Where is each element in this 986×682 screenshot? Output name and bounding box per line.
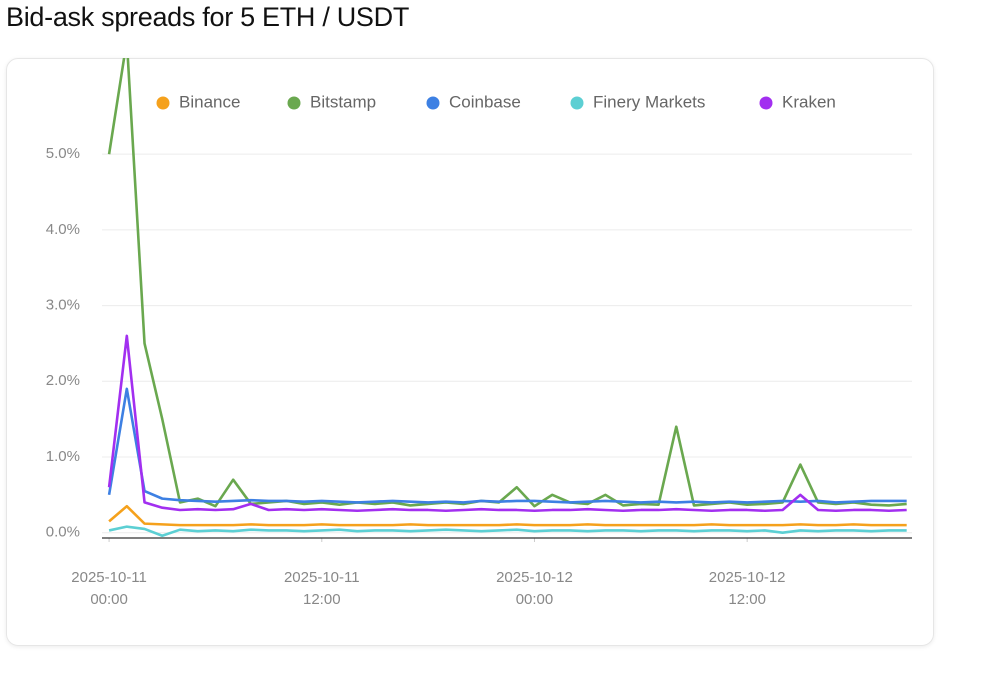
series-line: [107, 58, 907, 508]
legend-label: Finery Markets: [593, 92, 705, 111]
x-tick-label: 2025-10-12 00:00: [496, 569, 573, 608]
x-tick-label: 2025-10-12 12:00: [709, 569, 786, 608]
x-tick-label: 2025-10-11 12:00: [284, 569, 360, 608]
series-line: [108, 525, 907, 538]
legend-marker: [426, 96, 440, 110]
legend-marker: [156, 96, 170, 110]
y-tick-label: 1.0%: [46, 448, 80, 465]
y-tick-label: 0.0%: [46, 524, 80, 541]
y-tick-label: 2.0%: [46, 372, 80, 389]
chart-card: [6, 58, 934, 646]
legend-marker: [570, 96, 584, 110]
legend-marker: [759, 96, 773, 110]
legend-label: Coinbase: [449, 92, 521, 111]
y-tick-label: 3.0%: [46, 297, 80, 314]
legend-marker: [287, 96, 301, 110]
series-line: [108, 504, 907, 527]
legend-label: Bitstamp: [310, 92, 376, 111]
series-line: [107, 387, 907, 504]
legend-label: Kraken: [782, 92, 836, 111]
y-tick-label: 4.0%: [46, 221, 80, 238]
series-line: [107, 334, 907, 513]
legend-label: Binance: [179, 92, 240, 111]
plot-area: [107, 58, 907, 538]
chart-title: Bid-ask spreads for 5 ETH / USDT: [6, 2, 410, 32]
y-tick-label: 5.0%: [46, 145, 80, 162]
x-tick-label: 2025-10-11 00:00: [71, 569, 147, 608]
